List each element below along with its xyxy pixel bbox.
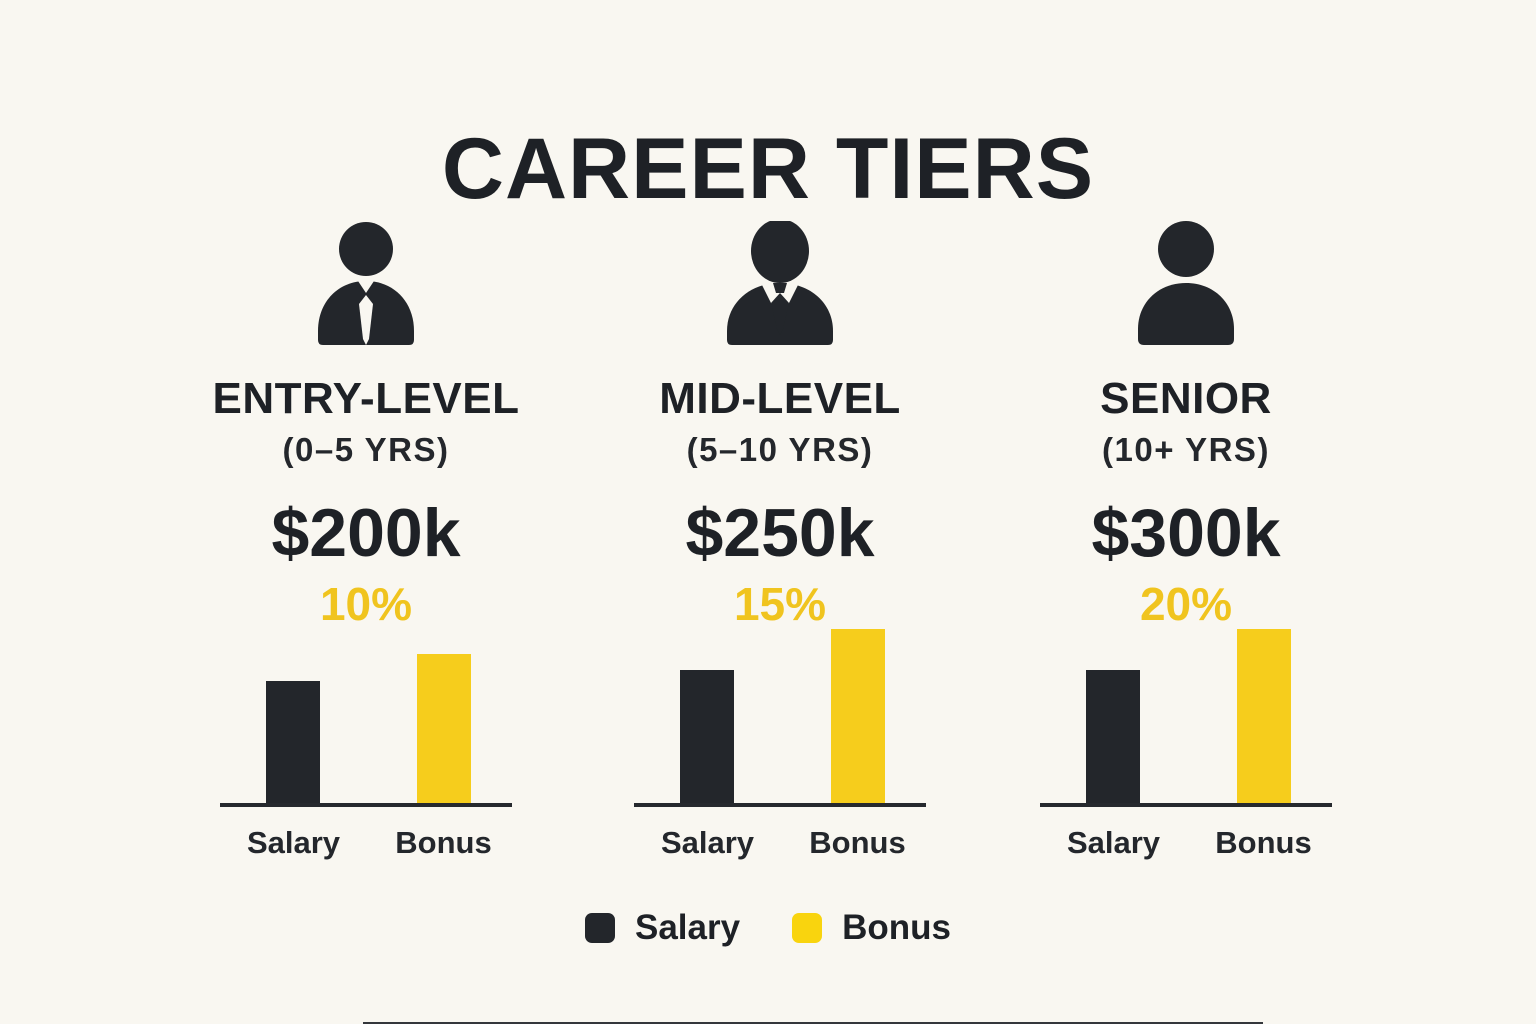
tier-column-mid-level: MID-LEVEL (5–10 YRS) $250k 15% Salary Bo… [570,205,990,905]
tier-salary-value: $200k [271,495,461,571]
salary-bonus-chart [1040,628,1332,807]
tier-bonus-percent: 10% [319,578,413,630]
tier-column-entry-level: ENTRY-LEVEL (0–5 YRS) $200k 10% Salary B… [156,205,576,905]
salary-swatch-icon [585,913,615,943]
tier-name: ENTRY-LEVEL [212,374,520,423]
tier-salary-value: $300k [1091,495,1281,571]
tier-years: (0–5 YRS) [282,431,450,468]
bonus-swatch-icon [792,913,823,943]
person-with-tie-icon [156,211,576,349]
salary-bar [1086,670,1140,803]
bonus-bar [831,629,885,803]
person-icon [976,211,1396,349]
salary-bar [266,681,320,803]
legend-label-salary: Salary [635,908,741,947]
tier-bonus-percent: 20% [1139,578,1233,630]
salary-axis-label: Salary [246,825,341,860]
page-title: CAREER TIERS [441,120,1095,217]
bonus-axis-label: Bonus [395,825,492,860]
chart-legend: Salary Bonus [0,908,1536,948]
chart-axis-labels: Salary Bonus [634,825,926,865]
legend-item-salary: Salary [585,908,740,948]
tier-name: MID-LEVEL [659,374,901,423]
bottom-divider [363,1022,1263,1024]
bonus-bar [417,654,471,803]
bonus-axis-label: Bonus [1215,825,1312,860]
chart-axis-labels: Salary Bonus [1040,825,1332,865]
salary-axis-label: Salary [660,825,755,860]
tier-column-senior: SENIOR (10+ YRS) $300k 20% Salary Bonus [976,205,1396,905]
bonus-bar [1237,629,1291,803]
tier-years: (10+ YRS) [1102,431,1270,468]
tier-salary-value: $250k [685,495,875,571]
salary-bonus-chart [220,628,512,807]
legend-label-bonus: Bonus [842,908,951,947]
tier-years: (5–10 YRS) [686,431,874,468]
chart-axis-labels: Salary Bonus [220,825,512,865]
tier-name: SENIOR [1100,374,1272,423]
tier-bonus-percent: 15% [733,578,827,630]
salary-axis-label: Salary [1066,825,1161,860]
salary-bonus-chart [634,628,926,807]
bonus-axis-label: Bonus [809,825,906,860]
person-in-suit-icon [570,211,990,349]
salary-bar [680,670,734,803]
legend-item-bonus: Bonus [792,908,951,948]
